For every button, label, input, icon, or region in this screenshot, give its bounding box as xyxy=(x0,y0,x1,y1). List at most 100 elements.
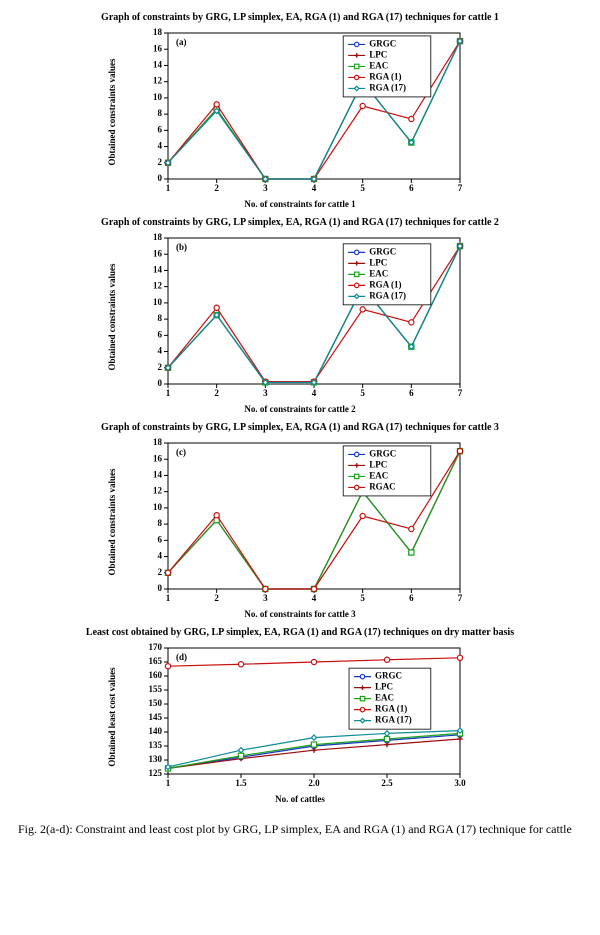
chart-c-title: Graph of constraints by GRG, LP simplex,… xyxy=(30,422,570,433)
chart-c-plot: Obtained constraints values 024681012141… xyxy=(130,437,470,607)
svg-text:(d): (d) xyxy=(176,652,187,662)
svg-text:10: 10 xyxy=(153,297,163,307)
chart-a-ylabel: Obtained constraints values xyxy=(107,58,117,165)
svg-text:8: 8 xyxy=(158,518,163,528)
svg-text:155: 155 xyxy=(149,684,163,694)
chart-d-plot: Obtained least cost values 1251301351401… xyxy=(130,642,470,792)
svg-text:14: 14 xyxy=(153,60,163,70)
svg-text:12: 12 xyxy=(153,486,163,496)
svg-text:2.0: 2.0 xyxy=(308,778,320,788)
svg-text:6: 6 xyxy=(158,329,163,339)
chart-d-ylabel: Obtained least cost values xyxy=(107,667,117,766)
svg-text:LPC: LPC xyxy=(375,682,393,692)
svg-text:1: 1 xyxy=(166,183,171,193)
svg-text:6: 6 xyxy=(409,593,414,603)
svg-text:12: 12 xyxy=(153,281,163,291)
svg-text:6: 6 xyxy=(158,124,163,134)
chart-d-svg: 12513013514014515015516016517011.52.02.5… xyxy=(130,642,470,792)
svg-text:16: 16 xyxy=(153,453,163,463)
svg-text:3: 3 xyxy=(263,183,268,193)
page: Graph of constraints by GRG, LP simplex,… xyxy=(0,0,600,857)
chart-b-title: Graph of constraints by GRG, LP simplex,… xyxy=(30,217,570,228)
svg-text:145: 145 xyxy=(149,712,163,722)
chart-c-xlabel: No. of constraints for cattle 3 xyxy=(244,609,355,619)
svg-text:18: 18 xyxy=(153,437,163,447)
svg-text:4: 4 xyxy=(158,551,163,561)
chart-c-svg: 0246810121416181234567(c)GRGCLPCEACRGAC xyxy=(130,437,470,607)
svg-text:EAC: EAC xyxy=(369,60,388,70)
svg-text:12: 12 xyxy=(153,76,163,86)
svg-text:1: 1 xyxy=(166,778,171,788)
svg-text:14: 14 xyxy=(153,470,163,480)
svg-text:6: 6 xyxy=(409,388,414,398)
svg-text:LPC: LPC xyxy=(369,49,387,59)
svg-text:LPC: LPC xyxy=(369,257,387,267)
svg-text:6: 6 xyxy=(409,183,414,193)
svg-text:EAC: EAC xyxy=(369,470,388,480)
svg-text:160: 160 xyxy=(149,670,163,680)
svg-text:RGA (1): RGA (1) xyxy=(369,279,401,289)
svg-text:3.0: 3.0 xyxy=(454,778,466,788)
chart-c-block: Graph of constraints by GRG, LP simplex,… xyxy=(0,420,600,619)
svg-text:4: 4 xyxy=(158,346,163,356)
chart-a-title: Graph of constraints by GRG, LP simplex,… xyxy=(30,12,570,23)
svg-text:3: 3 xyxy=(263,388,268,398)
svg-text:2: 2 xyxy=(158,362,163,372)
svg-text:(c): (c) xyxy=(176,447,186,457)
svg-text:8: 8 xyxy=(158,108,163,118)
chart-b-svg: 0246810121416181234567(b)GRGCLPCEACRGA (… xyxy=(130,232,470,402)
svg-text:165: 165 xyxy=(149,656,163,666)
svg-text:16: 16 xyxy=(153,43,163,53)
svg-text:8: 8 xyxy=(158,313,163,323)
svg-text:16: 16 xyxy=(153,248,163,258)
svg-text:5: 5 xyxy=(360,593,365,603)
svg-text:5: 5 xyxy=(360,183,365,193)
svg-text:10: 10 xyxy=(153,92,163,102)
svg-text:7: 7 xyxy=(458,388,463,398)
svg-text:14: 14 xyxy=(153,265,163,275)
svg-text:1: 1 xyxy=(166,593,171,603)
chart-d-block: Least cost obtained by GRG, LP simplex, … xyxy=(0,625,600,804)
svg-text:135: 135 xyxy=(149,740,163,750)
svg-text:GRGC: GRGC xyxy=(369,448,396,458)
svg-text:2: 2 xyxy=(214,388,219,398)
svg-text:2: 2 xyxy=(214,183,219,193)
svg-text:5: 5 xyxy=(360,388,365,398)
svg-text:125: 125 xyxy=(149,768,163,778)
chart-a-block: Graph of constraints by GRG, LP simplex,… xyxy=(0,10,600,209)
svg-text:3: 3 xyxy=(263,593,268,603)
svg-text:4: 4 xyxy=(312,388,317,398)
svg-text:4: 4 xyxy=(158,141,163,151)
svg-text:RGA (17): RGA (17) xyxy=(369,290,406,300)
svg-text:RGA (1): RGA (1) xyxy=(375,704,407,714)
svg-text:1: 1 xyxy=(166,388,171,398)
chart-b-block: Graph of constraints by GRG, LP simplex,… xyxy=(0,215,600,414)
chart-d-title: Least cost obtained by GRG, LP simplex, … xyxy=(30,627,570,638)
chart-a-svg: 0246810121416181234567(a)GRGCLPCEACRGA (… xyxy=(130,27,470,197)
svg-text:GRGC: GRGC xyxy=(375,671,402,681)
svg-text:RGA (17): RGA (17) xyxy=(369,82,406,92)
svg-text:7: 7 xyxy=(458,183,463,193)
chart-b-plot: Obtained constraints values 024681012141… xyxy=(130,232,470,402)
svg-text:140: 140 xyxy=(149,726,163,736)
svg-text:EAC: EAC xyxy=(369,268,388,278)
svg-text:2: 2 xyxy=(158,157,163,167)
svg-text:170: 170 xyxy=(149,642,163,652)
svg-text:0: 0 xyxy=(158,583,163,593)
svg-text:10: 10 xyxy=(153,502,163,512)
svg-text:RGAC: RGAC xyxy=(369,481,396,491)
svg-text:2.5: 2.5 xyxy=(381,778,393,788)
svg-text:(a): (a) xyxy=(176,37,187,47)
chart-b-xlabel: No. of constraints for cattle 2 xyxy=(244,404,355,414)
svg-text:6: 6 xyxy=(158,534,163,544)
svg-text:0: 0 xyxy=(158,378,163,388)
svg-text:GRGC: GRGC xyxy=(369,246,396,256)
svg-text:18: 18 xyxy=(153,27,163,37)
svg-text:GRGC: GRGC xyxy=(369,38,396,48)
chart-d-xlabel: No. of cattles xyxy=(275,794,325,804)
svg-text:150: 150 xyxy=(149,698,163,708)
chart-b-ylabel: Obtained constraints values xyxy=(107,263,117,370)
svg-text:EAC: EAC xyxy=(375,693,394,703)
svg-text:18: 18 xyxy=(153,232,163,242)
chart-a-plot: Obtained constraints values 024681012141… xyxy=(130,27,470,197)
